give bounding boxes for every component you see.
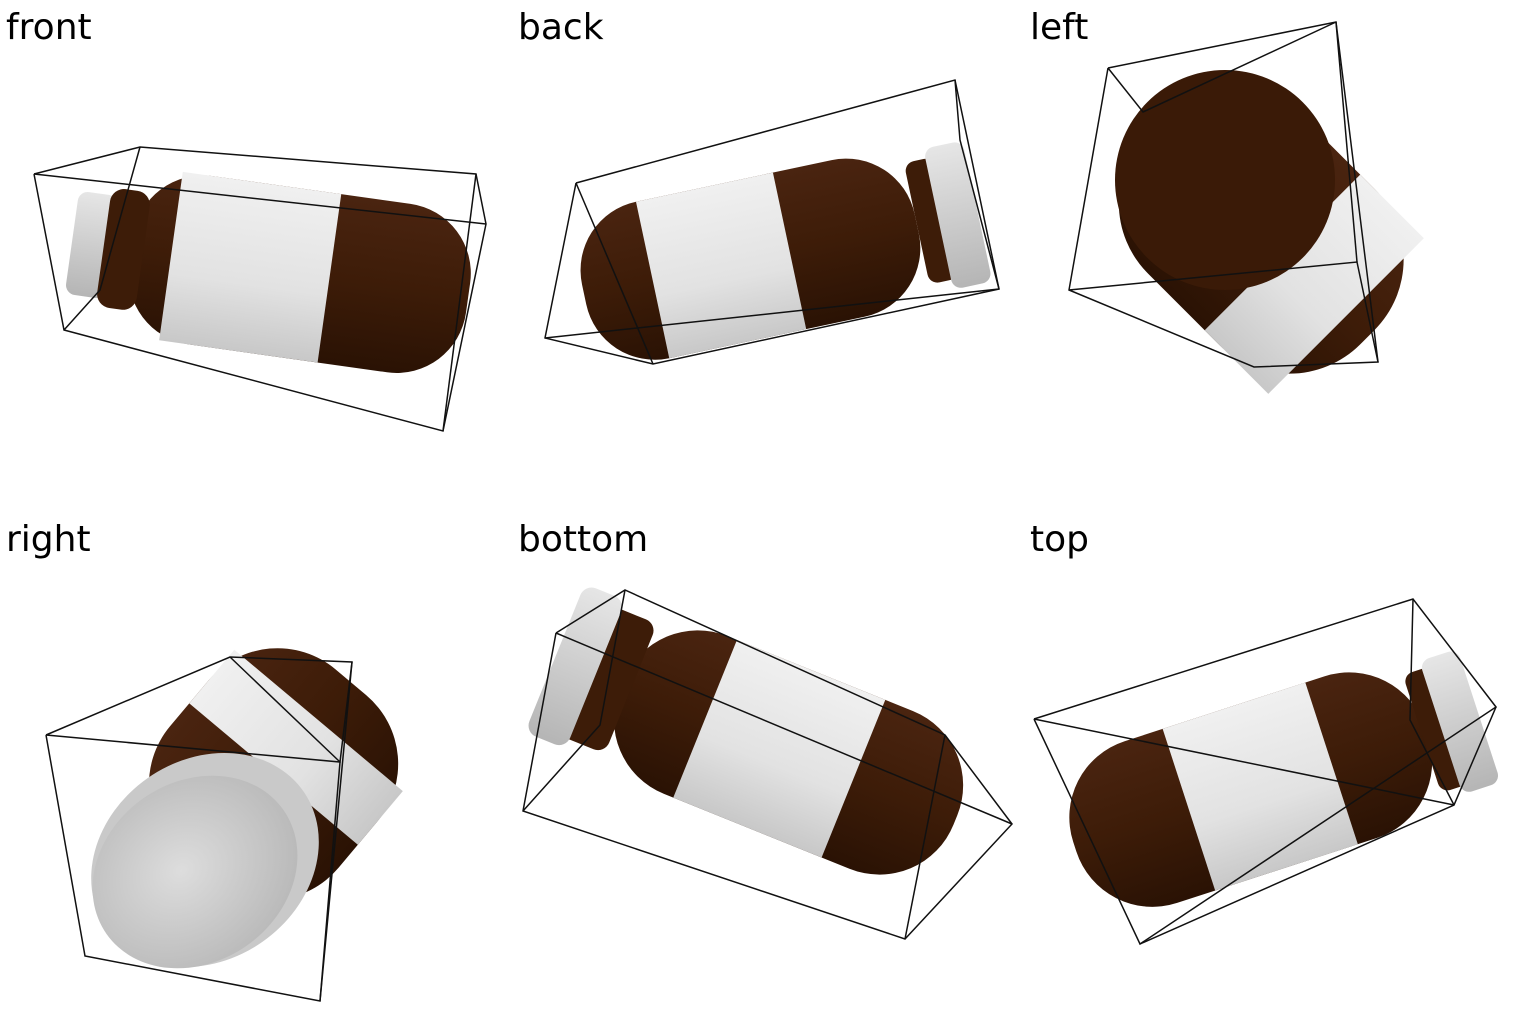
view-top bbox=[1033, 598, 1499, 946]
label-front: front bbox=[6, 7, 92, 48]
bottle-bottom bbox=[528, 587, 964, 875]
view-front bbox=[33, 146, 487, 432]
label-left: left bbox=[1030, 7, 1089, 48]
label-top: top bbox=[1030, 519, 1089, 560]
view-right bbox=[45, 648, 403, 1002]
label-right: right bbox=[6, 519, 91, 560]
bottle-back bbox=[580, 142, 991, 360]
view-back bbox=[544, 79, 1000, 365]
bbox-left bbox=[1068, 21, 1379, 368]
bbox-right bbox=[45, 656, 353, 1002]
bottle-front bbox=[66, 171, 471, 373]
view-left bbox=[1068, 21, 1424, 394]
label-back: back bbox=[518, 7, 604, 48]
view-bottom bbox=[522, 587, 1013, 940]
bottle-top bbox=[1069, 651, 1499, 907]
bbox-back bbox=[544, 79, 1000, 365]
label-bottom: bottom bbox=[518, 519, 649, 560]
